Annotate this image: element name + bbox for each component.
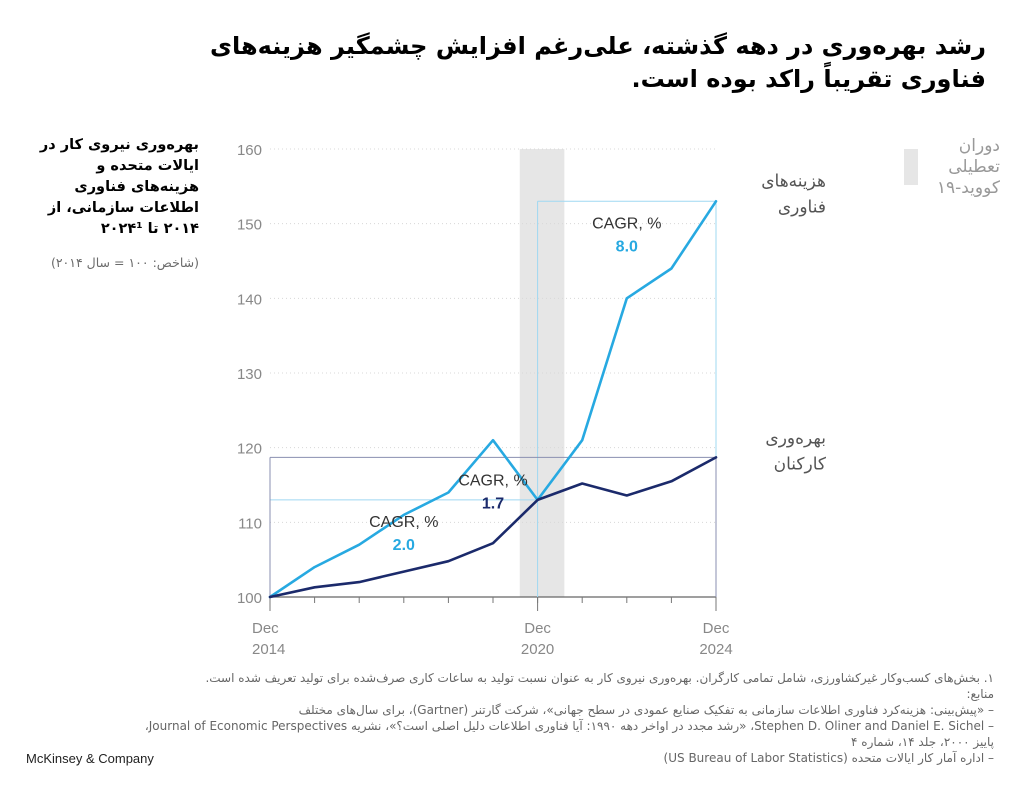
index-note: (شاخص: ۱۰۰ = سال ۲۰۱۴) <box>50 255 199 270</box>
footnote-line: – «پیش‌بینی: هزینه‌کرد فناوری اطلاعات سا… <box>298 703 994 717</box>
chart-headline: رشد بهره‌وری در دهه گذشته، علی‌رغم افزای… <box>210 32 986 93</box>
cagr-label: CAGR, % <box>458 472 527 489</box>
y-tick-label: 120 <box>237 441 262 458</box>
footnote-line: – اداره آمار کار ایالات متحده (US Bureau… <box>663 751 994 765</box>
x-tick-label: 2024 <box>699 641 732 658</box>
x-tick-label: 2014 <box>252 641 285 658</box>
line-chart: 100 110 120 130 140 150 160 Dec 2014 Dec 2020 Dec 20… <box>237 136 1001 658</box>
y-tick-label: 140 <box>237 291 262 308</box>
x-tick-label: Dec <box>703 620 730 637</box>
y-tick-label: 100 <box>237 590 262 607</box>
grid-layer: 100 110 120 130 140 150 160 Dec 2014 Dec 2020 Dec 20… <box>237 142 733 658</box>
series-line-prod <box>268 456 718 599</box>
series-layer <box>268 200 718 599</box>
y-tick-label: 110 <box>238 515 262 532</box>
footnote-line: – Stephen D. Oliner and Daniel E. Sichel… <box>144 719 994 733</box>
series-label: فناوری <box>778 197 826 217</box>
x-tick-label: Dec <box>252 620 279 637</box>
y-tick-label: 150 <box>237 217 262 234</box>
covid-legend-swatch <box>904 149 918 185</box>
cagr-label: CAGR, % <box>592 215 661 232</box>
covid-legend-label: تعطیلی <box>948 157 1000 177</box>
x-tick-label: Dec <box>524 620 551 637</box>
series-label: کارکنان <box>774 454 827 474</box>
cagr-value: 8.0 <box>616 238 638 255</box>
footnote-line: منابع: <box>966 687 994 701</box>
series-line-tech <box>268 200 718 599</box>
chart-subtitle: بهره‌وری نیروی کار در ایالات متحده و هزی… <box>39 137 199 237</box>
covid-legend-label: کووید-۱۹ <box>937 178 1001 198</box>
cagr-label: CAGR, % <box>369 514 438 531</box>
y-tick-label: 130 <box>237 366 262 383</box>
footnote-line: پاییز ۲۰۰۰، جلد ۱۴، شماره ۴ <box>851 735 994 749</box>
x-tick-label: 2020 <box>521 641 554 658</box>
footnotes: ۱. بخش‌های کسب‌وکار غیرکشاورزی، شامل تما… <box>34 670 994 766</box>
series-label: بهره‌وری <box>765 428 826 448</box>
brand-logo-text: McKinsey & Company <box>26 751 154 766</box>
cagr-value: 1.7 <box>482 495 504 512</box>
footnote-line: ۱. بخش‌های کسب‌وکار غیرکشاورزی، شامل تما… <box>205 671 994 685</box>
series-label: هزینه‌های <box>761 171 826 191</box>
covid-legend-label: دوران <box>959 136 1000 156</box>
y-tick-label: 160 <box>237 142 262 159</box>
cagr-bracket-layer <box>269 200 717 597</box>
cagr-value: 2.0 <box>393 537 415 554</box>
